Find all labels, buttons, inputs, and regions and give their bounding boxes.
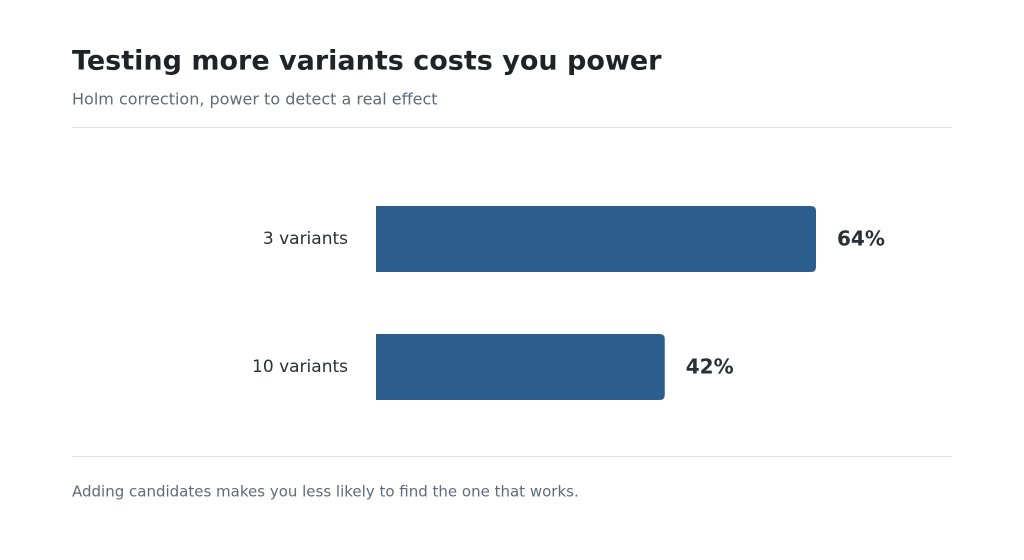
category-label: 3 variants xyxy=(263,229,348,249)
chart-subtitle: Holm correction, power to detect a real … xyxy=(72,90,438,109)
footnote: Adding candidates makes you less likely … xyxy=(72,483,579,501)
category-label: 10 variants xyxy=(252,357,348,377)
bar xyxy=(376,334,665,400)
chart-title: Testing more variants costs you power xyxy=(72,46,662,77)
value-label: 64% xyxy=(837,227,885,251)
bar xyxy=(376,206,816,272)
value-label: 42% xyxy=(686,355,734,379)
